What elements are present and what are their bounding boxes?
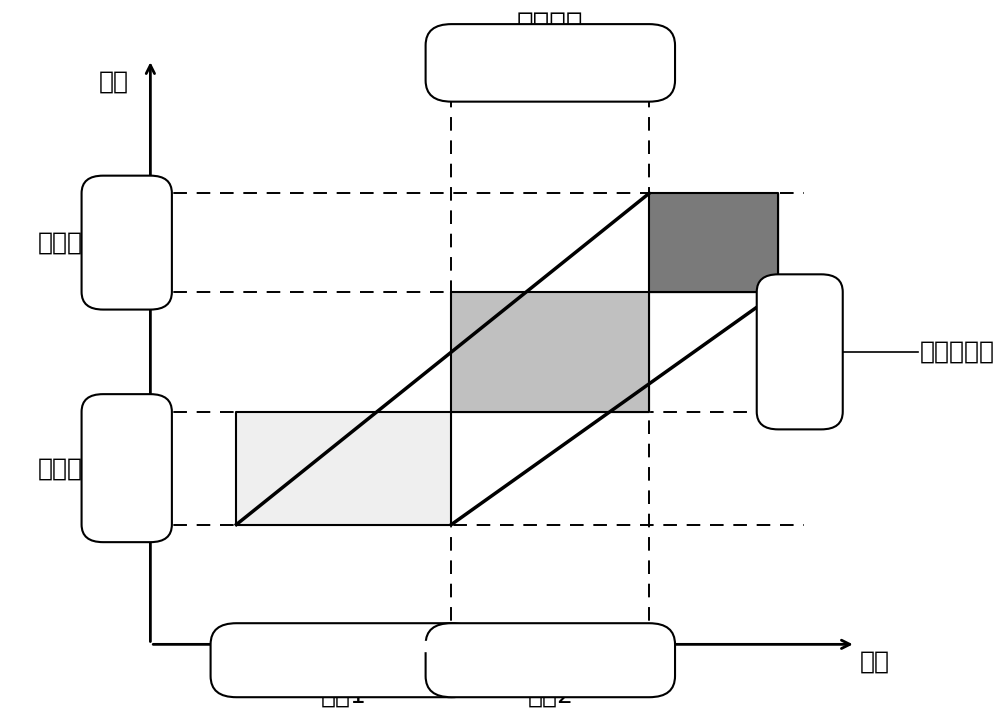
FancyBboxPatch shape — [426, 623, 675, 697]
Polygon shape — [451, 292, 649, 412]
Polygon shape — [146, 417, 155, 519]
Polygon shape — [459, 641, 641, 651]
FancyBboxPatch shape — [211, 623, 477, 697]
Text: 电压: 电压 — [860, 650, 890, 674]
Text: 电平窗2: 电平窗2 — [38, 456, 99, 480]
Text: 固定供电: 固定供电 — [517, 10, 584, 38]
Text: 电压: 电压 — [99, 70, 129, 94]
Text: 电平窗1: 电平窗1 — [38, 231, 99, 255]
FancyBboxPatch shape — [82, 175, 172, 310]
Polygon shape — [459, 73, 641, 84]
FancyBboxPatch shape — [426, 24, 675, 101]
Text: 供电2: 供电2 — [527, 683, 573, 707]
Text: 固定电平窗: 固定电平窗 — [920, 340, 995, 364]
Polygon shape — [774, 297, 783, 406]
FancyBboxPatch shape — [82, 394, 172, 542]
Polygon shape — [236, 412, 451, 525]
Text: 供电1: 供电1 — [321, 683, 367, 707]
FancyBboxPatch shape — [757, 275, 843, 429]
Polygon shape — [244, 641, 444, 651]
Polygon shape — [649, 193, 778, 292]
Polygon shape — [146, 198, 155, 287]
